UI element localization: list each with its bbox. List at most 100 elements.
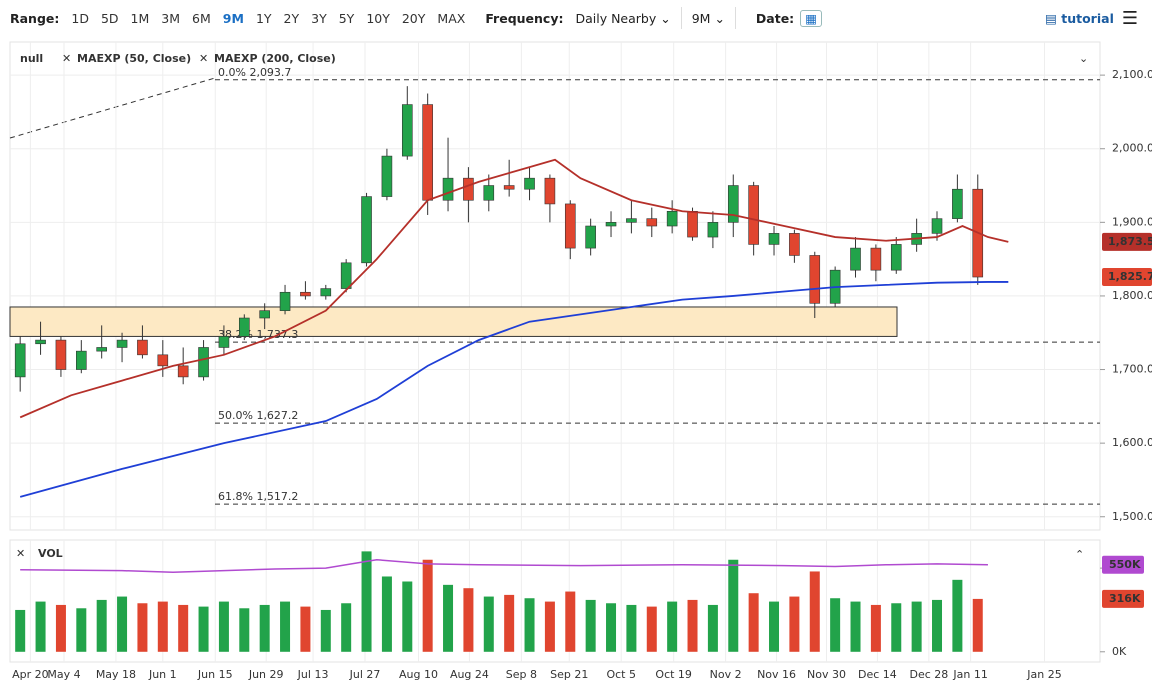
candle-body bbox=[646, 218, 658, 227]
candle-body bbox=[381, 155, 393, 197]
fib-label: 38.2% 1,737.3 bbox=[218, 328, 298, 341]
value-tag bbox=[1102, 268, 1152, 287]
range-option[interactable]: 1D bbox=[71, 10, 89, 26]
volume-bar bbox=[178, 604, 189, 652]
x-tick-label: Jul 27 bbox=[349, 668, 381, 681]
candle-body bbox=[748, 185, 759, 245]
volume-bar bbox=[157, 601, 168, 652]
candle-body bbox=[503, 185, 515, 190]
candle-body bbox=[137, 339, 148, 356]
volume-bar bbox=[76, 608, 87, 652]
candle-body bbox=[300, 291, 311, 297]
range-option[interactable]: 1Y bbox=[255, 10, 272, 26]
volume-bar bbox=[239, 608, 250, 652]
candle-body bbox=[544, 177, 556, 205]
candle-body bbox=[76, 350, 87, 370]
volume-bar bbox=[280, 601, 291, 652]
candle-body bbox=[564, 203, 576, 249]
candle-body bbox=[952, 188, 963, 219]
y-tick-label: 1,700.0 bbox=[1112, 363, 1152, 376]
candle-body bbox=[116, 339, 128, 348]
x-tick-label: Jan 11 bbox=[952, 668, 987, 681]
range-option[interactable]: 2Y bbox=[283, 10, 300, 26]
volume-bar bbox=[870, 604, 881, 652]
y-tick-label: 1,800.0 bbox=[1112, 289, 1152, 302]
volume-bar bbox=[320, 609, 331, 652]
volume-bar bbox=[809, 571, 820, 652]
range-option[interactable]: 1M bbox=[130, 10, 150, 26]
volume-bar bbox=[728, 559, 739, 652]
frequency-select[interactable]: Daily Nearby ⌄ bbox=[575, 10, 671, 26]
collapse-icon[interactable]: ⌄ bbox=[1079, 52, 1088, 65]
volume-ma bbox=[20, 558, 988, 574]
fib-label: 61.8% 1,517.2 bbox=[218, 490, 298, 503]
frequency-label: Frequency: bbox=[485, 10, 564, 26]
value-label: 316K bbox=[1109, 592, 1141, 605]
range-option[interactable]: 9M bbox=[222, 10, 244, 26]
separator bbox=[680, 7, 682, 29]
candle-body bbox=[35, 339, 46, 345]
support-zone bbox=[9, 306, 898, 337]
period-value: 9M bbox=[691, 10, 711, 26]
range-option[interactable]: 6M bbox=[192, 10, 211, 26]
fib-label: 0.0% 2,093.7 bbox=[218, 66, 291, 79]
range-option[interactable]: 5D bbox=[100, 10, 119, 26]
candle-body bbox=[177, 365, 189, 378]
calendar-button[interactable]: ▦ bbox=[800, 9, 822, 27]
x-tick-label: Nov 2 bbox=[710, 668, 742, 681]
volume-bar bbox=[35, 601, 46, 652]
ma-line bbox=[19, 158, 1009, 419]
volume-bar bbox=[402, 581, 413, 652]
volume-bar bbox=[646, 606, 657, 652]
volume-bar bbox=[565, 591, 576, 652]
candle-body bbox=[483, 185, 495, 201]
value-label: 550K bbox=[1109, 558, 1141, 571]
x-tick-label: Nov 30 bbox=[807, 668, 846, 681]
x-tick-label: Dec 28 bbox=[909, 668, 948, 681]
candle-body bbox=[768, 233, 780, 245]
candle-body bbox=[157, 354, 169, 367]
candle-body bbox=[524, 177, 535, 190]
volume-bar bbox=[932, 599, 943, 652]
candle-body bbox=[361, 196, 372, 264]
range-option[interactable]: 5Y bbox=[338, 10, 355, 26]
x-tick-label: Oct 5 bbox=[606, 668, 636, 681]
candle-body bbox=[727, 185, 739, 223]
volume-bar bbox=[218, 601, 229, 652]
collapse-icon[interactable]: ⌃ bbox=[1075, 548, 1084, 561]
candle-body bbox=[585, 225, 596, 249]
candle-body bbox=[890, 244, 902, 271]
menu-button[interactable]: ☰ bbox=[1121, 7, 1138, 29]
range-option[interactable]: 10Y bbox=[366, 10, 390, 26]
candle-body bbox=[850, 247, 861, 271]
volume-bar bbox=[524, 598, 535, 652]
y-tick-label: 2,000.0 bbox=[1112, 142, 1152, 155]
volume-title: VOL bbox=[38, 547, 63, 560]
range-option[interactable]: 3M bbox=[161, 10, 181, 26]
candle-body bbox=[931, 218, 943, 234]
period-select[interactable]: 9M ⌄ bbox=[691, 10, 725, 26]
range-option[interactable]: 20Y bbox=[401, 10, 426, 26]
x-tick-label: Nov 16 bbox=[757, 668, 796, 681]
legend-entry: MAEXP (50, Close) bbox=[77, 52, 191, 65]
x-tick-label: Jun 15 bbox=[197, 668, 233, 681]
x-tick-label: Sep 21 bbox=[550, 668, 588, 681]
candle-body bbox=[870, 247, 882, 271]
range-group: 1D 5D 1M 3M 6M 9M 1Y 2Y 3Y 5Y 10Y 20Y MAX bbox=[65, 11, 471, 26]
tutorial-link[interactable]: ▤ tutorial bbox=[1045, 10, 1114, 26]
volume-bar bbox=[891, 603, 902, 652]
volume-bar bbox=[341, 603, 352, 652]
candle-body bbox=[626, 218, 637, 223]
volume-bar bbox=[626, 604, 637, 652]
candle-body bbox=[279, 291, 291, 311]
volume-bar bbox=[483, 596, 494, 652]
separator bbox=[734, 7, 736, 29]
x-tick-label: Aug 24 bbox=[450, 668, 489, 681]
y-tick-label: 1,900.0 bbox=[1112, 215, 1152, 228]
tutorial-text: tutorial bbox=[1061, 10, 1114, 26]
candle-body bbox=[218, 336, 230, 348]
volume-bar bbox=[687, 599, 698, 652]
range-option[interactable]: 3Y bbox=[311, 10, 327, 26]
range-option[interactable]: MAX bbox=[437, 10, 466, 26]
